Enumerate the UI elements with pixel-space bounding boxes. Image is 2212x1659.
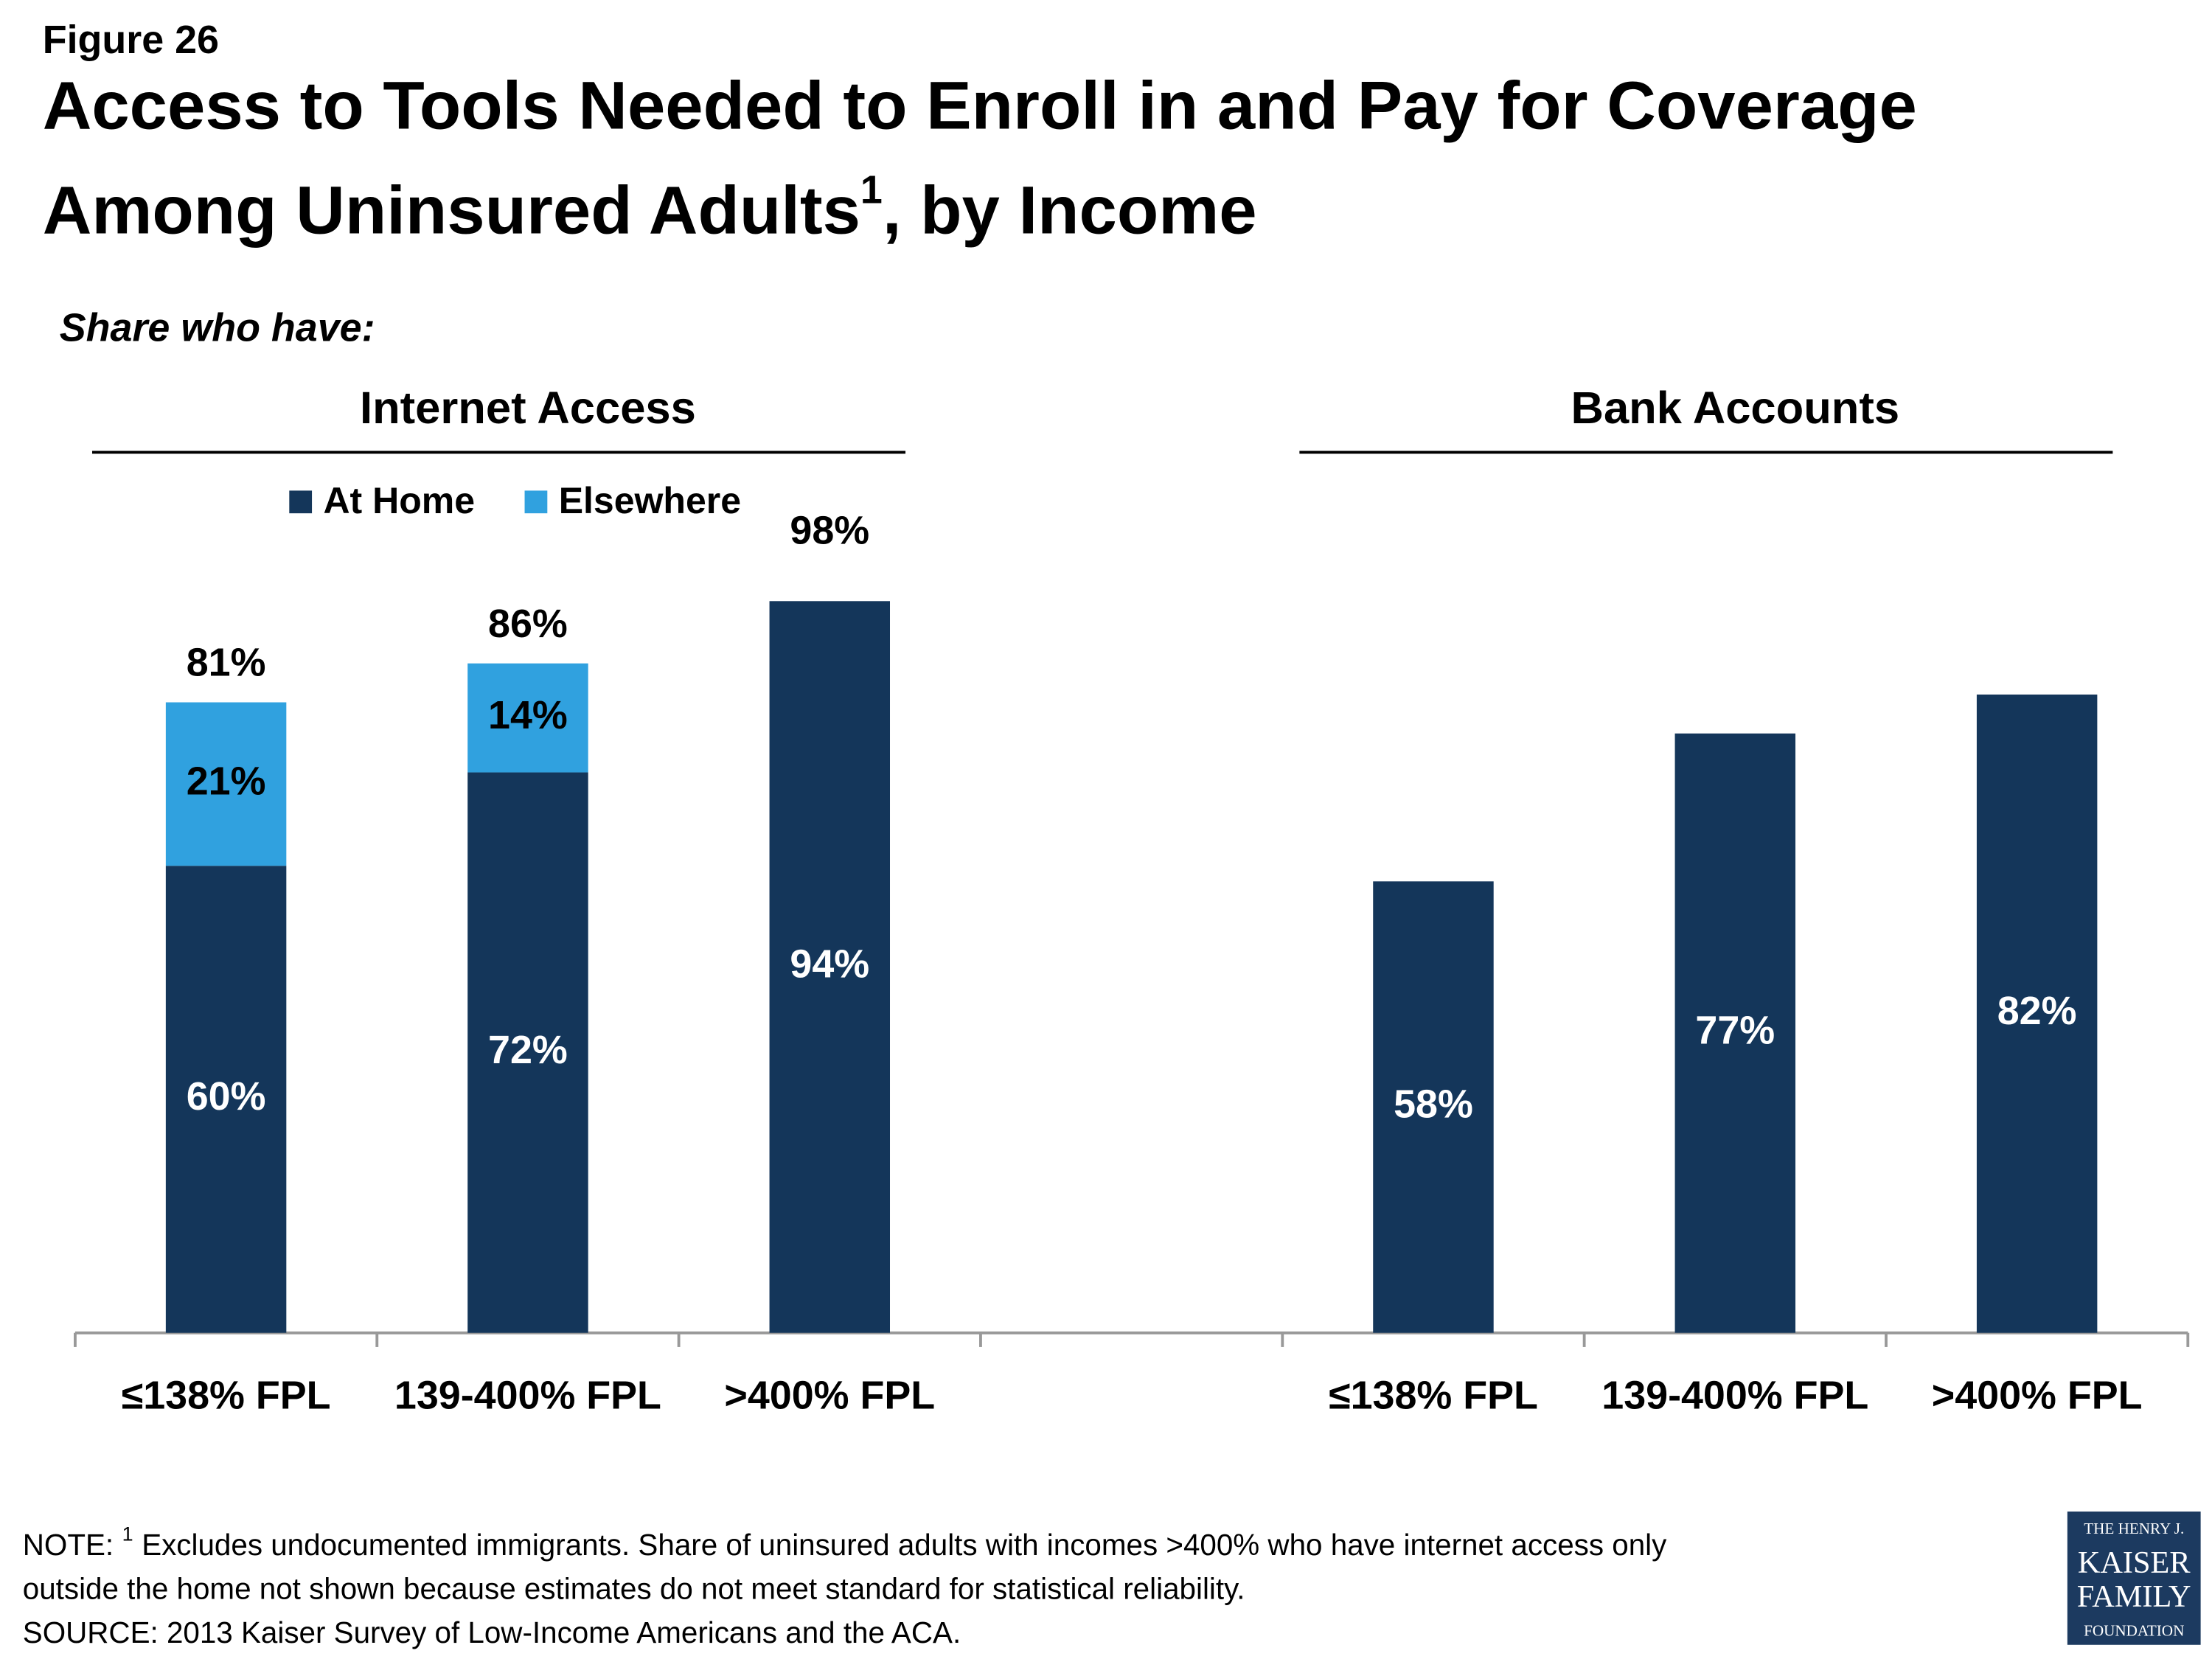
source: SOURCE: 2013 Kaiser Survey of Low-Income…: [23, 1615, 961, 1649]
note-prefix: NOTE:: [23, 1528, 114, 1562]
bar-segment: [1373, 881, 1494, 1333]
value-label: 60%: [187, 1074, 266, 1119]
total-label: 81%: [187, 641, 266, 685]
value-label: 77%: [1695, 1008, 1775, 1052]
bar-segment: [467, 663, 588, 773]
logo-box: [2067, 1512, 2201, 1645]
note: outside the home not shown because estim…: [23, 1571, 1245, 1605]
logo-text: THE HENRY J.: [2084, 1520, 2184, 1537]
figure-label: Figure 26: [43, 18, 219, 62]
title-text: Among Uninsured Adults: [43, 172, 860, 248]
legend-label: At Home: [323, 480, 475, 521]
x-tick-label: ≤138% FPL: [122, 1373, 331, 1417]
panel-title: Bank Accounts: [1571, 383, 1900, 434]
logo-text: KAISER: [2078, 1545, 2191, 1580]
total-label: 98%: [790, 508, 869, 552]
legend-swatch: [289, 490, 313, 514]
chart-title: Among Uninsured Adults1, by Income: [43, 168, 1257, 248]
logo-text: FAMILY: [2077, 1579, 2191, 1614]
value-label: 58%: [1394, 1082, 1473, 1127]
value-label: 82%: [1997, 989, 2077, 1033]
bar-segment: [467, 772, 588, 1333]
value-label: 14%: [488, 693, 568, 737]
bar-segment: [165, 702, 287, 866]
x-tick-label: >400% FPL: [1932, 1373, 2143, 1417]
value-label: 21%: [187, 759, 266, 804]
chart-title: Access to Tools Needed to Enroll in and …: [43, 66, 1917, 143]
bar-segment: [1674, 733, 1796, 1333]
note-superscript: 1: [122, 1523, 133, 1545]
x-tick-label: >400% FPL: [724, 1373, 935, 1417]
subtitle: Share who have:: [60, 305, 375, 349]
legend-label: Elsewhere: [559, 480, 741, 521]
logo-text: FOUNDATION: [2084, 1621, 2184, 1639]
note: NOTE: 1 Excludes undocumented immigrants. …: [23, 1523, 1667, 1562]
panel-title: Internet Access: [360, 383, 696, 434]
bar-segment: [165, 866, 287, 1333]
x-tick-label: 139-400% FPL: [1601, 1373, 1868, 1417]
total-label: 86%: [488, 602, 568, 646]
note-text: Excludes undocumented immigrants. Share …: [142, 1528, 1667, 1562]
value-label: 94%: [790, 942, 869, 987]
title-superscript: 1: [860, 168, 883, 212]
bar-segment: [1976, 694, 2098, 1333]
bar-segment: [769, 601, 891, 1333]
x-tick-label: 139-400% FPL: [394, 1373, 661, 1417]
x-tick-label: ≤138% FPL: [1329, 1373, 1538, 1417]
title-text: , by Income: [883, 172, 1257, 248]
value-label: 72%: [488, 1028, 568, 1072]
legend-swatch: [524, 490, 548, 514]
